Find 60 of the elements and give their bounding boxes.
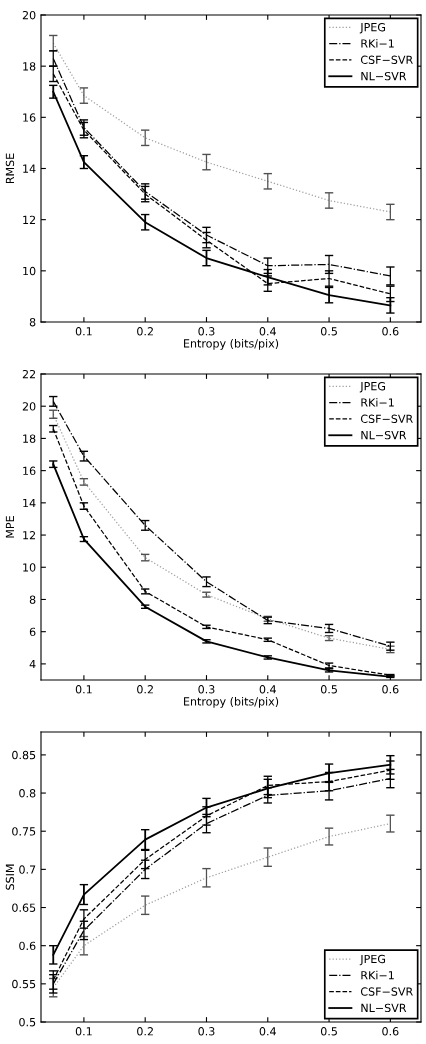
legend-label: JPEG (359, 381, 386, 393)
y-tick-label: 20 (22, 10, 36, 20)
x-tick-label: 0.1 (75, 1027, 92, 1036)
y-tick-label: 16 (23, 466, 36, 476)
x-tick-label: 0.5 (320, 1027, 337, 1036)
x-tick-label: 0.1 (75, 327, 92, 336)
x-tick-label: 0.4 (259, 685, 276, 694)
x-axis-title: Entropy (bits/pix) (184, 697, 279, 708)
y-tick-label: 4 (29, 660, 36, 669)
legend-label: RKi−1 (361, 970, 394, 980)
legend-label: NL−SVR (361, 430, 407, 440)
x-tick-label: 0.1 (75, 685, 92, 694)
x-tick-label: 0.2 (137, 685, 153, 694)
y-tick-label: 0.65 (12, 903, 36, 912)
x-tick-label: 0.6 (382, 685, 399, 694)
x-tick-label: 0.2 (137, 1027, 153, 1036)
y-tick-label: 18 (23, 62, 36, 71)
y-tick-label: 0.7 (19, 865, 36, 874)
x-axis-title: Entropy (bits/pix) (184, 339, 279, 350)
legend-label: JPEG (359, 22, 386, 34)
x-tick-label: 0.3 (198, 1027, 215, 1036)
x-tick-label: 0.4 (259, 1027, 276, 1036)
y-tick-label: 12 (23, 215, 36, 224)
y-axis-title: MPE (5, 516, 14, 538)
x-tick-label: 0.5 (320, 327, 337, 336)
x-tick-label: 0.3 (198, 685, 215, 694)
y-tick-label: 14 (23, 164, 36, 173)
y-tick-label: 16 (23, 113, 36, 122)
x-tick-label: 0.2 (137, 327, 153, 336)
x-tick-label: 0.4 (259, 327, 276, 336)
y-tick-label: 8 (29, 317, 36, 327)
y-tick-label: 6 (29, 627, 36, 637)
legend-label: CSF−SVR (360, 987, 413, 996)
x-tick-label: 0.5 (320, 685, 337, 694)
y-tick-label: 0.75 (12, 827, 36, 836)
y-tick-label: 0.55 (12, 979, 36, 989)
y-tick-label: 0.6 (19, 941, 36, 951)
legend-label: JPEG (359, 954, 386, 966)
x-tick-label: 0.3 (198, 327, 215, 336)
y-tick-label: 10 (23, 266, 36, 276)
legend-label: CSF−SVR (360, 414, 413, 423)
y-tick-label: 0.85 (12, 750, 36, 760)
y-tick-label: 0.8 (19, 789, 36, 798)
legend-label: NL−SVR (361, 1003, 407, 1013)
x-tick-label: 0.6 (382, 327, 399, 336)
y-tick-label: 20 (22, 402, 36, 411)
x-tick-label: 0.6 (382, 1027, 399, 1036)
y-tick-label: 0.5 (19, 1017, 36, 1027)
y-axis-title: RMSE (5, 153, 15, 184)
y-tick-label: 8 (29, 595, 36, 604)
y-tick-label: 12 (23, 531, 36, 540)
legend-label: RKi−1 (361, 398, 394, 407)
y-tick-label: 14 (23, 498, 36, 508)
legend-label: RKi−1 (361, 39, 394, 48)
y-axis-title: SSIM (5, 864, 15, 890)
legend-label: CSF−SVR (360, 55, 413, 64)
y-tick-label: 10 (23, 563, 36, 572)
y-tick-label: 22 (22, 369, 36, 379)
y-tick-label: 18 (23, 434, 36, 443)
legend-label: NL−SVR (361, 71, 407, 81)
